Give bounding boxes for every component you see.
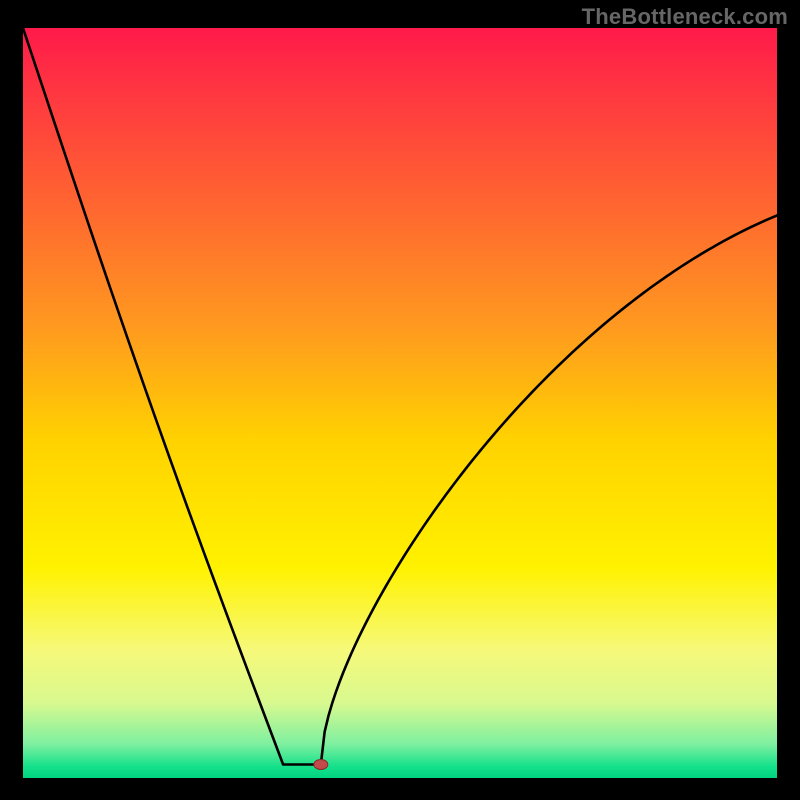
plot-background [23, 28, 777, 778]
optimum-marker [314, 760, 328, 770]
bottleneck-chart [23, 28, 777, 778]
watermark-text: TheBottleneck.com [582, 4, 788, 30]
chart-frame: TheBottleneck.com [0, 0, 800, 800]
